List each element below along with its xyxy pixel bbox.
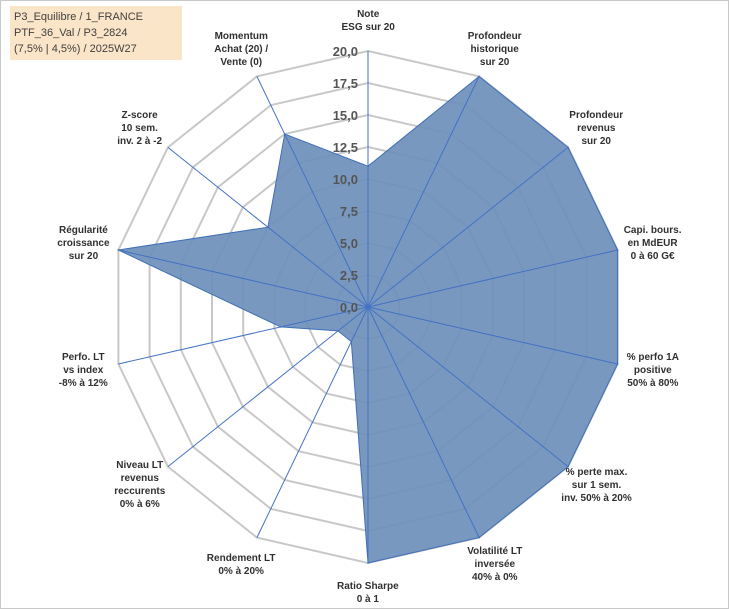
axis-label-line: Ratio Sharpe xyxy=(337,581,399,592)
axis-label-line: sur 20 xyxy=(479,56,510,68)
axis-label: Niveau LT revenus reccurents 0% à 6% xyxy=(114,459,165,511)
axis-label: Z-score 10 sem. inv. 2 à -2 xyxy=(117,109,162,148)
axis-label-line: croissance xyxy=(57,237,110,249)
axis-spoke xyxy=(367,306,480,538)
axis-label-line: Achat (20) / xyxy=(214,43,269,55)
axis-label-line: Z-score xyxy=(121,110,158,122)
axis-label-line: 0% à 6% xyxy=(119,499,160,511)
portfolio-info-box: P3_Equilibre / 1_FRANCE PTF_36_Val / P3_… xyxy=(10,6,182,60)
tick-label: 2,5 xyxy=(340,268,358,283)
axis-label-line: en MdEUR xyxy=(627,237,678,249)
axis-label-line: sur 1 sem. xyxy=(571,479,622,491)
axis-label-line: 10 sem. xyxy=(121,123,158,135)
tick-label: 15,0 xyxy=(333,108,358,123)
axis-spoke xyxy=(256,306,369,538)
info-line-3: (7,5% | 4,5%) / 2025W27 xyxy=(14,43,137,55)
axis-label-line: sur 20 xyxy=(68,250,99,262)
axis-label: % perfo 1A positive 50% à 80% xyxy=(627,351,679,390)
axis-spoke xyxy=(167,147,369,308)
info-line-1: P3_Equilibre / 1_FRANCE xyxy=(14,11,144,23)
axis-label-line: Profondeur xyxy=(569,110,624,122)
tick-label: 7,5 xyxy=(340,204,358,219)
axis-label-line: ESG sur 20 xyxy=(341,22,395,33)
radar-spokes xyxy=(118,51,618,563)
axis-spoke xyxy=(167,306,369,467)
axis-spoke xyxy=(367,76,480,308)
axis-label: Volatilité LT inversée 40% à 0% xyxy=(467,545,522,584)
axis-label-line: positive xyxy=(633,365,672,377)
tick-label: 17,5 xyxy=(333,76,358,91)
axis-label-line: inversée xyxy=(474,559,516,571)
tick-label: 10,0 xyxy=(333,172,358,187)
axis-label: Capi. bours. en MdEUR 0 à 60 G€ xyxy=(624,224,682,263)
axis-label-line: Régularité xyxy=(58,224,108,236)
axis-label-line: 40% à 0% xyxy=(471,572,518,584)
tick-label: 5,0 xyxy=(340,236,358,251)
axis-label: Profondeur revenus sur 20 xyxy=(569,109,623,148)
axis-label: Régularité croissance sur 20 xyxy=(57,224,109,263)
axis-label: Perfo. LT vs index -8% à 12% xyxy=(59,351,108,390)
tick-label: 12,5 xyxy=(333,140,358,155)
axis-label: Note ESG sur 20 xyxy=(342,8,395,34)
axis-label-line: % perfo 1A xyxy=(626,352,679,364)
axis-label-line: Volatilité LT xyxy=(467,546,523,558)
axis-label-line: 50% à 80% xyxy=(627,378,679,390)
radar-tick-labels: 0,0 2,5 5,0 7,5 10,0 12,5 15,0 17,5 20,0 xyxy=(333,44,358,315)
axis-label-line: inv. 2 à -2 xyxy=(117,136,163,148)
axis-spoke xyxy=(367,147,569,308)
axis-spoke xyxy=(367,306,618,365)
axis-label-line: revenus xyxy=(577,123,616,135)
axis-label-line: historique xyxy=(470,43,519,55)
axis-label: % perte max. sur 1 sem. inv. 50% à 20% xyxy=(561,466,631,505)
axis-spoke xyxy=(256,76,369,308)
info-line-2: PTF_36_Val / P3_2824 xyxy=(14,27,128,39)
axis-label-line: % perte max. xyxy=(565,466,628,478)
axis-label-line: -8% à 12% xyxy=(58,378,108,390)
axis-label-line: 0 à 60 G€ xyxy=(630,250,675,262)
axis-label-line: reccurents xyxy=(114,486,166,498)
axis-spoke xyxy=(118,249,369,308)
axis-label-line: revenus xyxy=(120,473,159,485)
axis-label: Profondeur historique sur 20 xyxy=(468,30,522,69)
axis-label-line: vs index xyxy=(63,365,104,377)
tick-label: 20,0 xyxy=(333,44,358,59)
tick-label: 0,0 xyxy=(340,300,358,315)
axis-label-line: inv. 50% à 20% xyxy=(561,492,632,504)
axis-label-line: 0% à 20% xyxy=(218,565,264,577)
axis-spoke xyxy=(367,306,569,467)
axis-label-line: Rendement LT xyxy=(206,552,276,564)
axis-label-line: sur 20 xyxy=(581,136,611,148)
axis-label: Rendement LT 0% à 20% xyxy=(207,552,276,578)
axis-spoke xyxy=(367,249,618,308)
axis-label-line: Perfo. LT xyxy=(61,352,105,364)
axis-label-line: Niveau LT xyxy=(116,460,164,472)
axis-label-line: Note xyxy=(357,9,380,20)
axis-label-line: Capi. bours. xyxy=(623,224,682,236)
axis-label-line: Profondeur xyxy=(467,30,522,42)
axis-label: Ratio Sharpe 0 à 1 xyxy=(337,580,399,606)
axis-spoke xyxy=(118,306,369,365)
axis-label: Momentum Achat (20) / Vente (0) xyxy=(214,30,268,69)
axis-label-line: Vente (0) xyxy=(220,56,263,68)
axis-label-line: 0 à 1 xyxy=(356,594,379,605)
axis-label-line: Momentum xyxy=(214,30,268,42)
